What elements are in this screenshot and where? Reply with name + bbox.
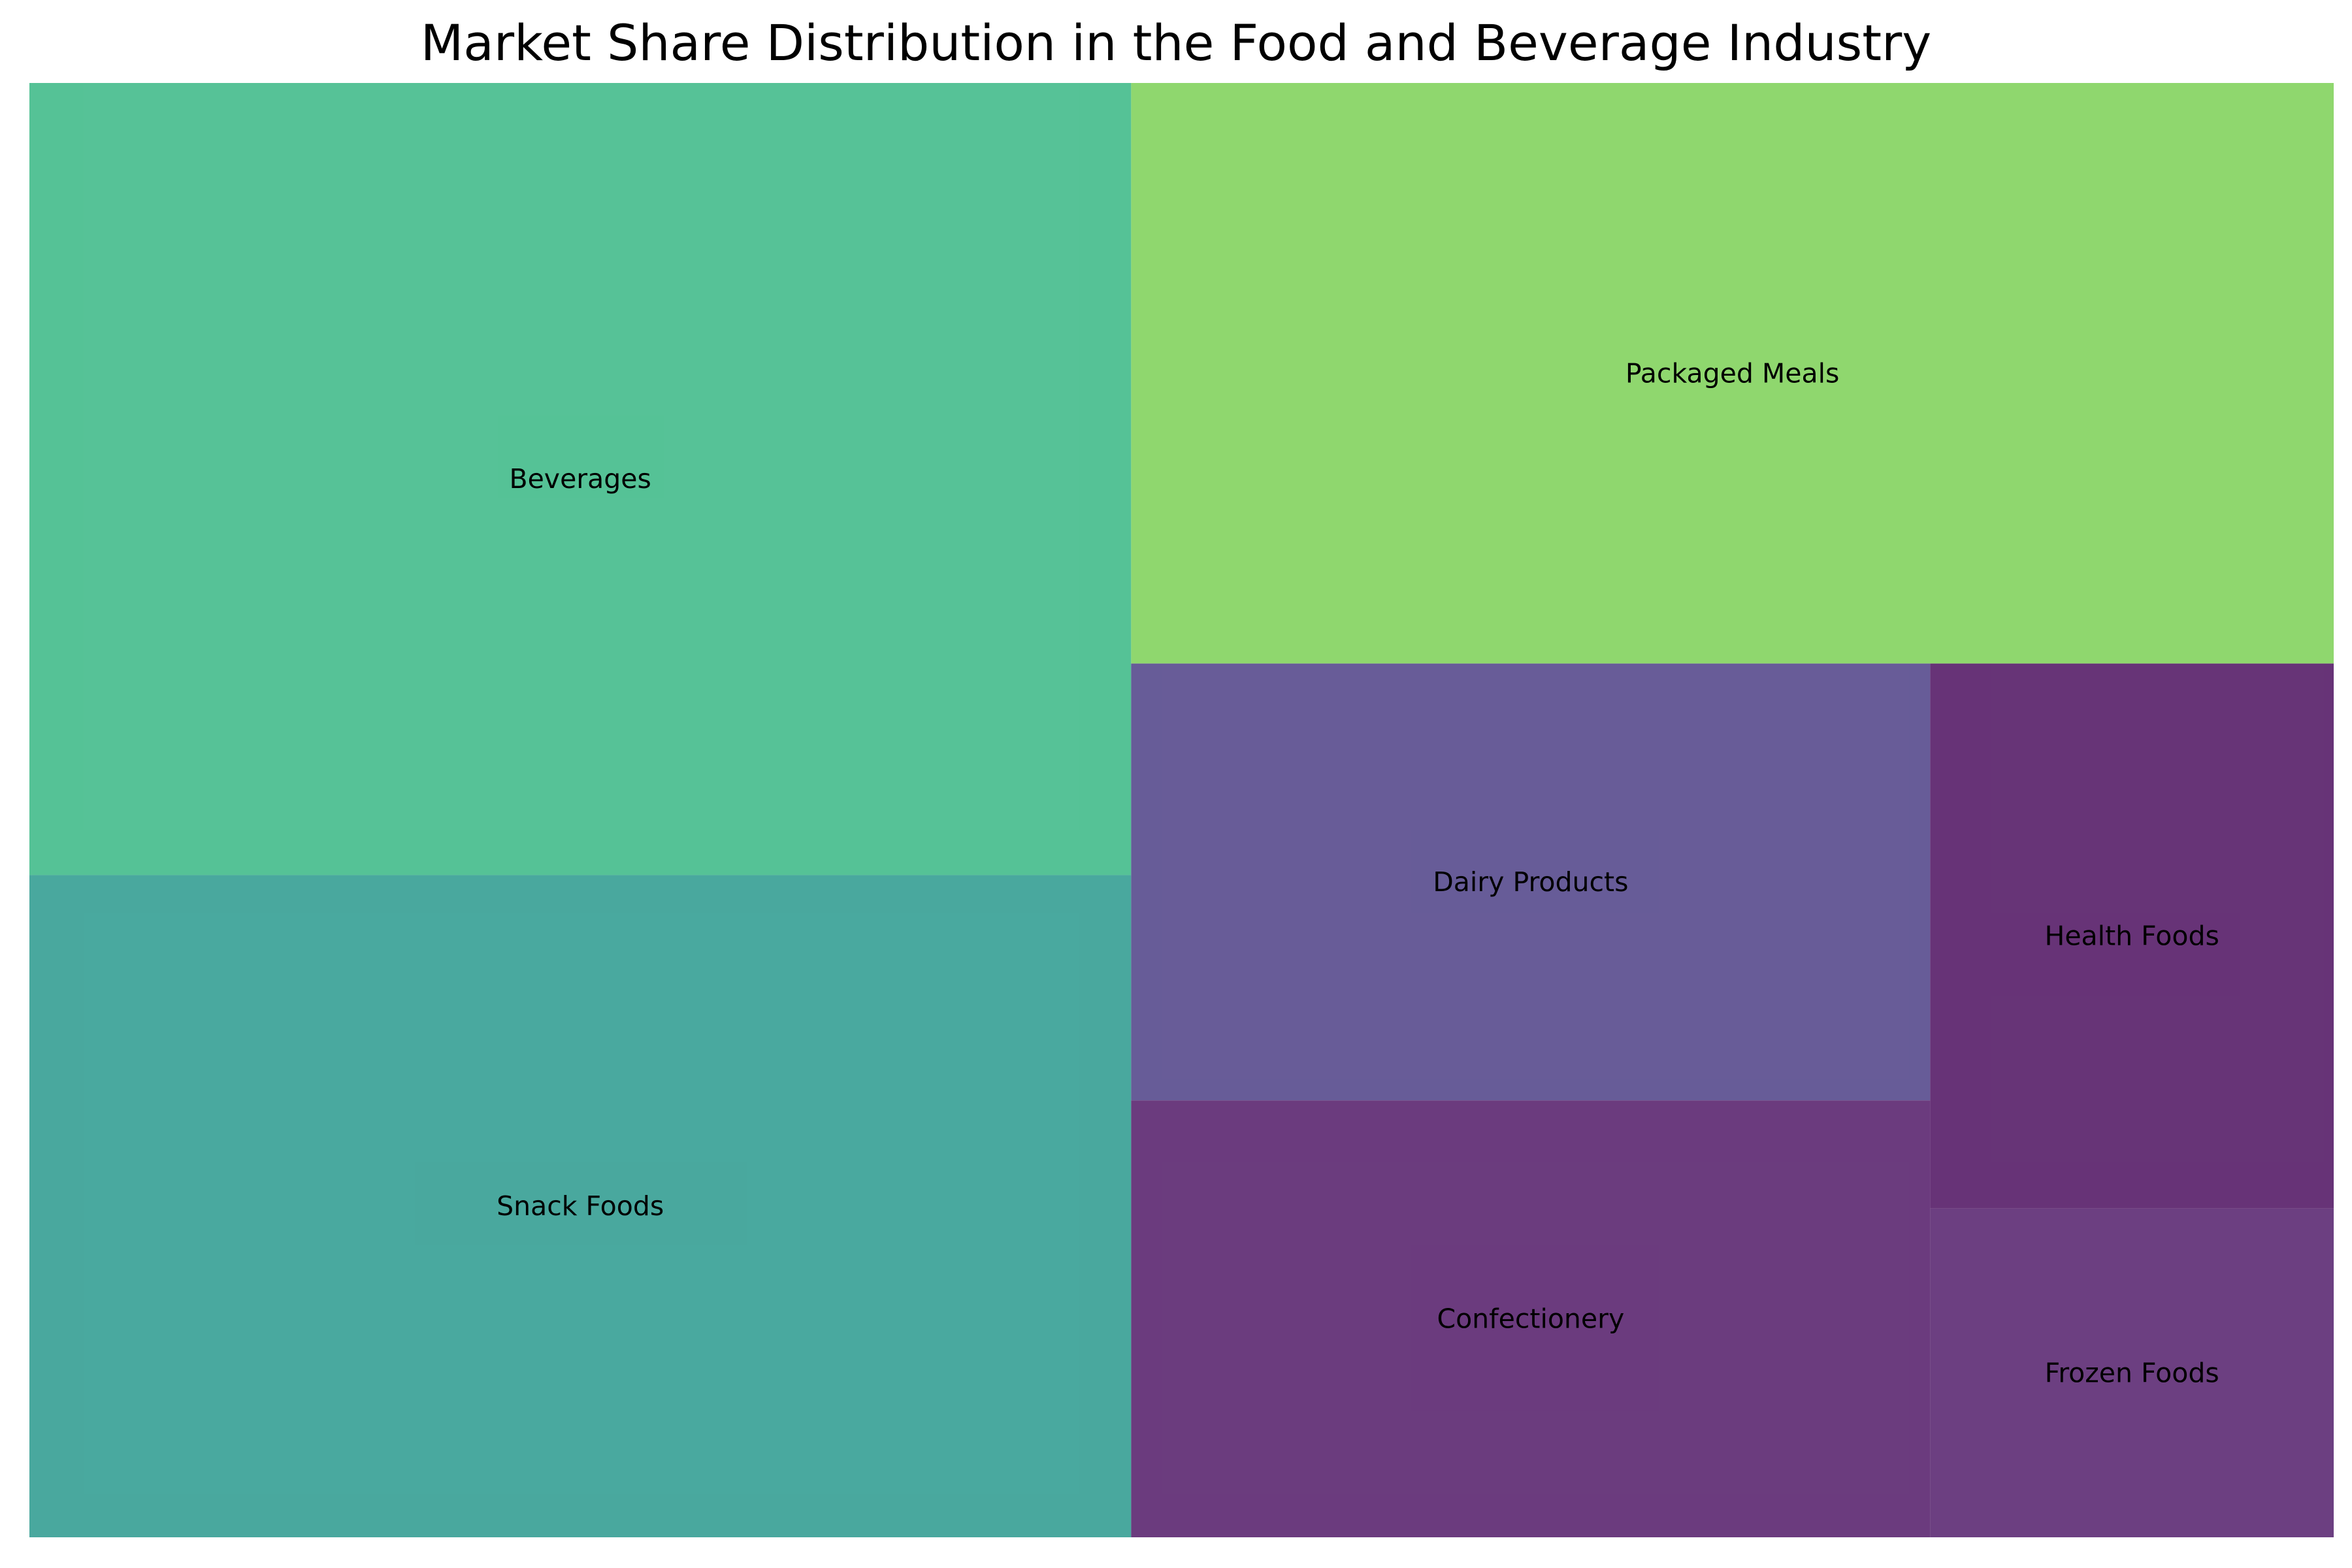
- treemap-labels: Beverages Snack Foods Packaged Meals Dairy …: [497, 357, 2219, 1388]
- tile-packaged-meals: [1131, 83, 2334, 664]
- chart-title: Market Share Distribution in the Food an…: [420, 14, 1932, 72]
- tile-dairy-products: [1131, 663, 1931, 1101]
- tile-label-frozen-foods: Frozen Foods: [2045, 1357, 2219, 1388]
- tile-snack-foods: [29, 875, 1132, 1537]
- tile-label-health-foods: Health Foods: [2045, 921, 2219, 952]
- treemap-tiles: [29, 83, 2334, 1537]
- tile-confectionery: [1131, 1100, 1931, 1537]
- tile-label-dairy-products: Dairy Products: [1433, 866, 1628, 898]
- tile-label-snack-foods: Snack Foods: [497, 1190, 664, 1222]
- tile-label-packaged-meals: Packaged Meals: [1625, 357, 1839, 389]
- tile-beverages: [29, 83, 1132, 875]
- tile-label-beverages: Beverages: [509, 463, 651, 495]
- tile-frozen-foods: [1930, 1208, 2334, 1537]
- tile-label-confectionery: Confectionery: [1437, 1303, 1624, 1335]
- tile-health-foods: [1930, 663, 2334, 1209]
